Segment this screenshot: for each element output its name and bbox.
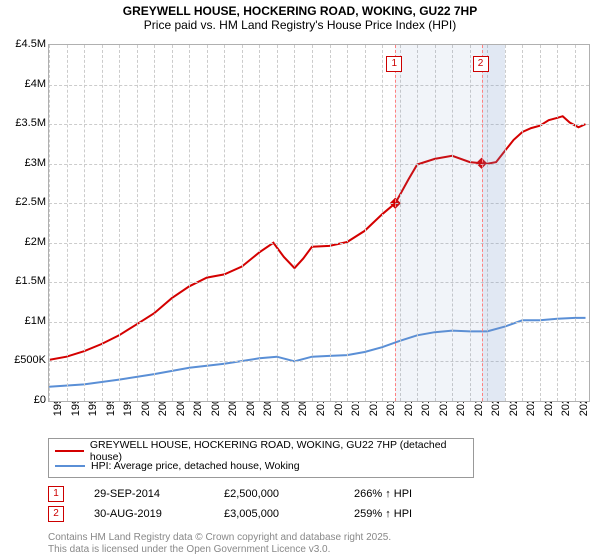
chart-subtitle: Price paid vs. HM Land Registry's House …: [0, 18, 600, 34]
y-tick-label: £0: [34, 394, 46, 406]
y-tick-label: £1M: [25, 315, 46, 327]
sale-marker-line: [395, 45, 396, 401]
footnote: Contains HM Land Registry data © Crown c…: [48, 532, 391, 556]
sale-price: £3,005,000: [224, 508, 354, 520]
sale-index-badge: 2: [48, 506, 64, 522]
sale-price: £2,500,000: [224, 488, 354, 500]
sale-row: 1 29-SEP-2014£2,500,000266% ↑ HPI: [48, 486, 588, 502]
legend: GREYWELL HOUSE, HOCKERING ROAD, WOKING, …: [48, 438, 474, 478]
y-tick-label: £2.5M: [15, 196, 46, 208]
sale-hpi-delta: 259% ↑ HPI: [354, 508, 412, 520]
sale-index-badge: 1: [48, 486, 64, 502]
chart-title: GREYWELL HOUSE, HOCKERING ROAD, WOKING, …: [0, 0, 600, 18]
footnote-line-2: This data is licensed under the Open Gov…: [48, 544, 330, 555]
y-tick-label: £2M: [25, 236, 46, 248]
shaded-region: [395, 45, 481, 401]
sale-hpi-delta: 266% ↑ HPI: [354, 488, 412, 500]
plot-area: [48, 44, 590, 402]
legend-swatch: [55, 450, 84, 452]
legend-swatch: [55, 465, 85, 467]
sale-marker-badge: 2: [473, 56, 489, 72]
y-tick-label: £3.5M: [15, 117, 46, 129]
shaded-region: [482, 45, 505, 401]
sale-marker-badge: 1: [386, 56, 402, 72]
y-tick-label: £1.5M: [15, 275, 46, 287]
y-tick-label: £4M: [25, 78, 46, 90]
sale-row: 2 30-AUG-2019£3,005,000259% ↑ HPI: [48, 506, 588, 522]
y-tick-label: £3M: [25, 157, 46, 169]
sale-date: 29-SEP-2014: [94, 488, 224, 500]
price-hpi-chart: GREYWELL HOUSE, HOCKERING ROAD, WOKING, …: [0, 0, 600, 560]
y-tick-label: £4.5M: [15, 38, 46, 50]
y-tick-label: £500K: [14, 354, 46, 366]
footnote-line-1: Contains HM Land Registry data © Crown c…: [48, 532, 391, 543]
legend-label: HPI: Average price, detached house, Woki…: [91, 460, 300, 472]
sale-marker-line: [482, 45, 483, 401]
sale-date: 30-AUG-2019: [94, 508, 224, 520]
legend-item: GREYWELL HOUSE, HOCKERING ROAD, WOKING, …: [55, 443, 467, 458]
line-layer: [49, 45, 589, 401]
